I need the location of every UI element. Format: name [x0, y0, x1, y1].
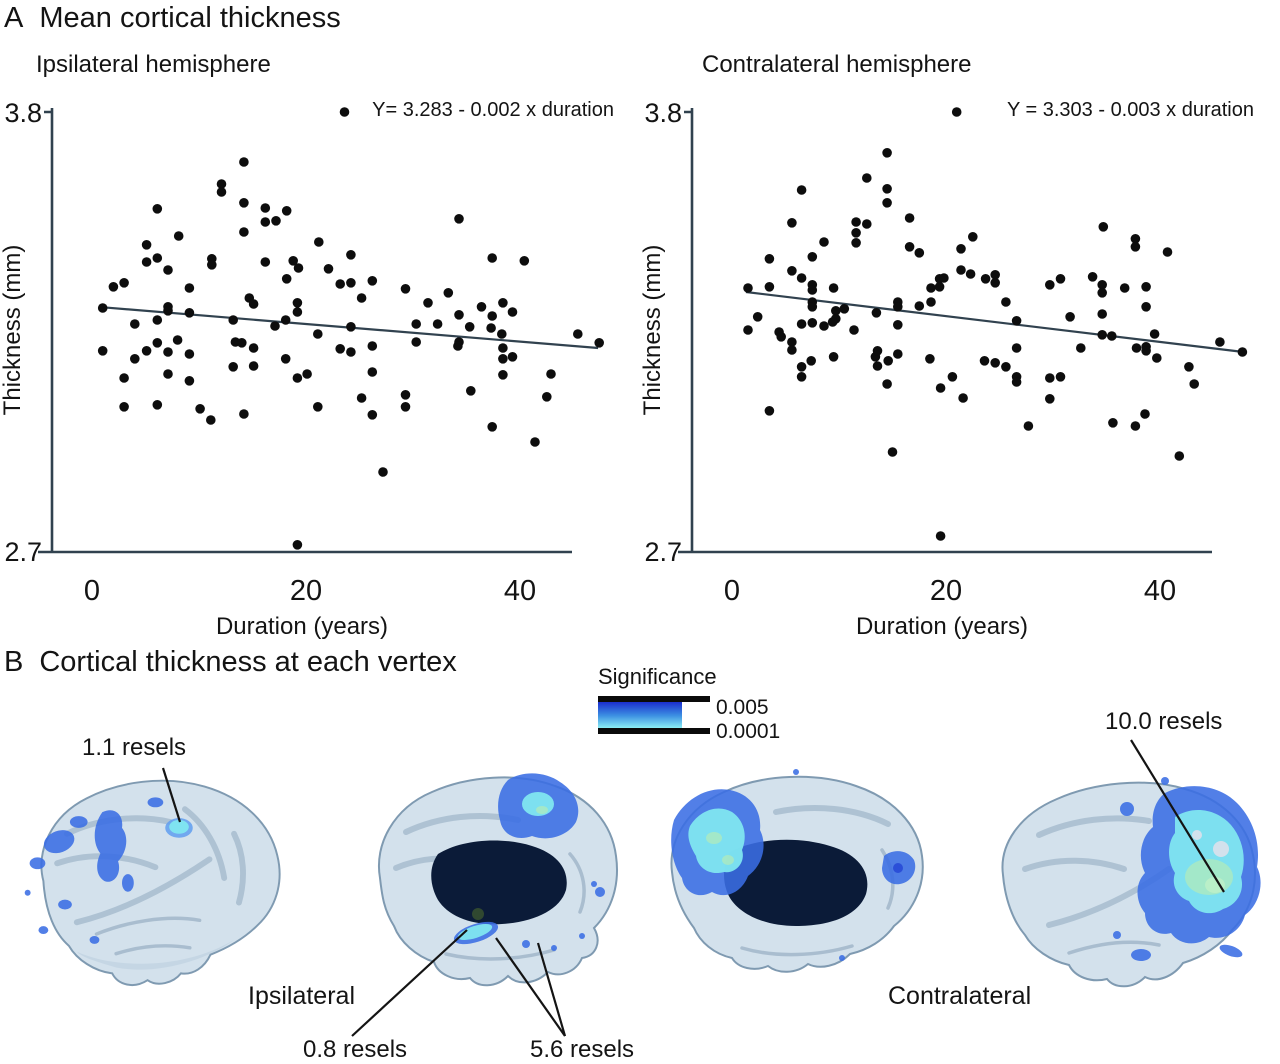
regression-equation: Y= 3.283 - 0.002 x duration	[372, 99, 614, 121]
legend-bottom-bar	[598, 728, 710, 734]
axes	[38, 108, 572, 554]
y-axis-label: Thickness (mm)	[642, 245, 666, 416]
significance-patches	[671, 769, 916, 961]
legend-colorbar	[598, 696, 710, 744]
x-axis-label: Duration (years)	[856, 613, 1028, 640]
significance-patches	[24, 797, 193, 944]
brain-contralateral-lateral	[1001, 777, 1261, 988]
brain-ipsilateral-lateral	[24, 779, 281, 987]
x-tick-20: 20	[930, 575, 962, 607]
brain-ipsilateral-medial	[378, 773, 618, 987]
scatter-points	[97, 107, 604, 550]
significance-legend: Significance 0.005 0.0001	[598, 664, 780, 744]
x-tick-40: 40	[504, 575, 536, 607]
panel-a-title-text: Mean cortical thickness	[39, 2, 341, 34]
x-tick-0: 0	[84, 575, 100, 607]
regression-equation: Y = 3.303 - 0.003 x duration	[1007, 99, 1254, 121]
y-axis-label: Thickness (mm)	[2, 245, 26, 416]
panel-b-title-text: Cortical thickness at each vertex	[39, 646, 457, 678]
annotation-1-1-resels: 1.1 resels	[82, 734, 187, 761]
legend-value-bottom: 0.0001	[716, 720, 781, 743]
panel-a-title: A Mean cortical thickness	[4, 2, 341, 35]
legend-gradient	[598, 702, 682, 728]
plot-subtitle: Contralateral hemisphere	[702, 51, 971, 78]
scatter-plot-ipsilateral: Ipsilateral hemisphere Y= 3.283 - 0.002 …	[2, 51, 614, 640]
panel-b-title: B Cortical thickness at each vertex	[4, 646, 457, 679]
panel-b: B Cortical thickness at each vertex Sign…	[0, 640, 1280, 1063]
label-ipsilateral: Ipsilateral	[248, 982, 355, 1010]
regression-line	[745, 290, 1244, 354]
scatter-points	[743, 107, 1248, 541]
panel-b-letter: B	[4, 646, 24, 678]
scatter-plot-contralateral: Contralateral hemisphere Y = 3.303 - 0.0…	[642, 51, 1254, 640]
x-tick-0: 0	[724, 575, 740, 607]
y-tick-top: 3.8	[644, 98, 682, 128]
x-tick-40: 40	[1144, 575, 1176, 607]
label-contralateral: Contralateral	[888, 982, 1032, 1010]
plot-subtitle: Ipsilateral hemisphere	[36, 51, 271, 78]
annotation-0-8-resels: 0.8 resels	[303, 1036, 408, 1063]
panel-a: A Mean cortical thickness Ipsilateral he…	[2, 2, 1254, 640]
annotation-10-0-resels: 10.0 resels	[1105, 708, 1223, 735]
y-tick-bottom: 2.7	[4, 537, 42, 567]
legend-top-bar	[598, 696, 710, 702]
x-tick-20: 20	[290, 575, 322, 607]
annotation-5-6-resels: 5.6 resels	[530, 1036, 635, 1063]
y-tick-bottom: 2.7	[644, 537, 682, 567]
x-axis-label: Duration (years)	[216, 613, 388, 640]
y-tick-top: 3.8	[4, 98, 42, 128]
legend-title: Significance	[598, 664, 717, 689]
axes	[678, 108, 1212, 554]
legend-value-top: 0.005	[716, 696, 769, 719]
brain-contralateral-medial	[670, 769, 924, 973]
panel-a-letter: A	[4, 2, 24, 34]
